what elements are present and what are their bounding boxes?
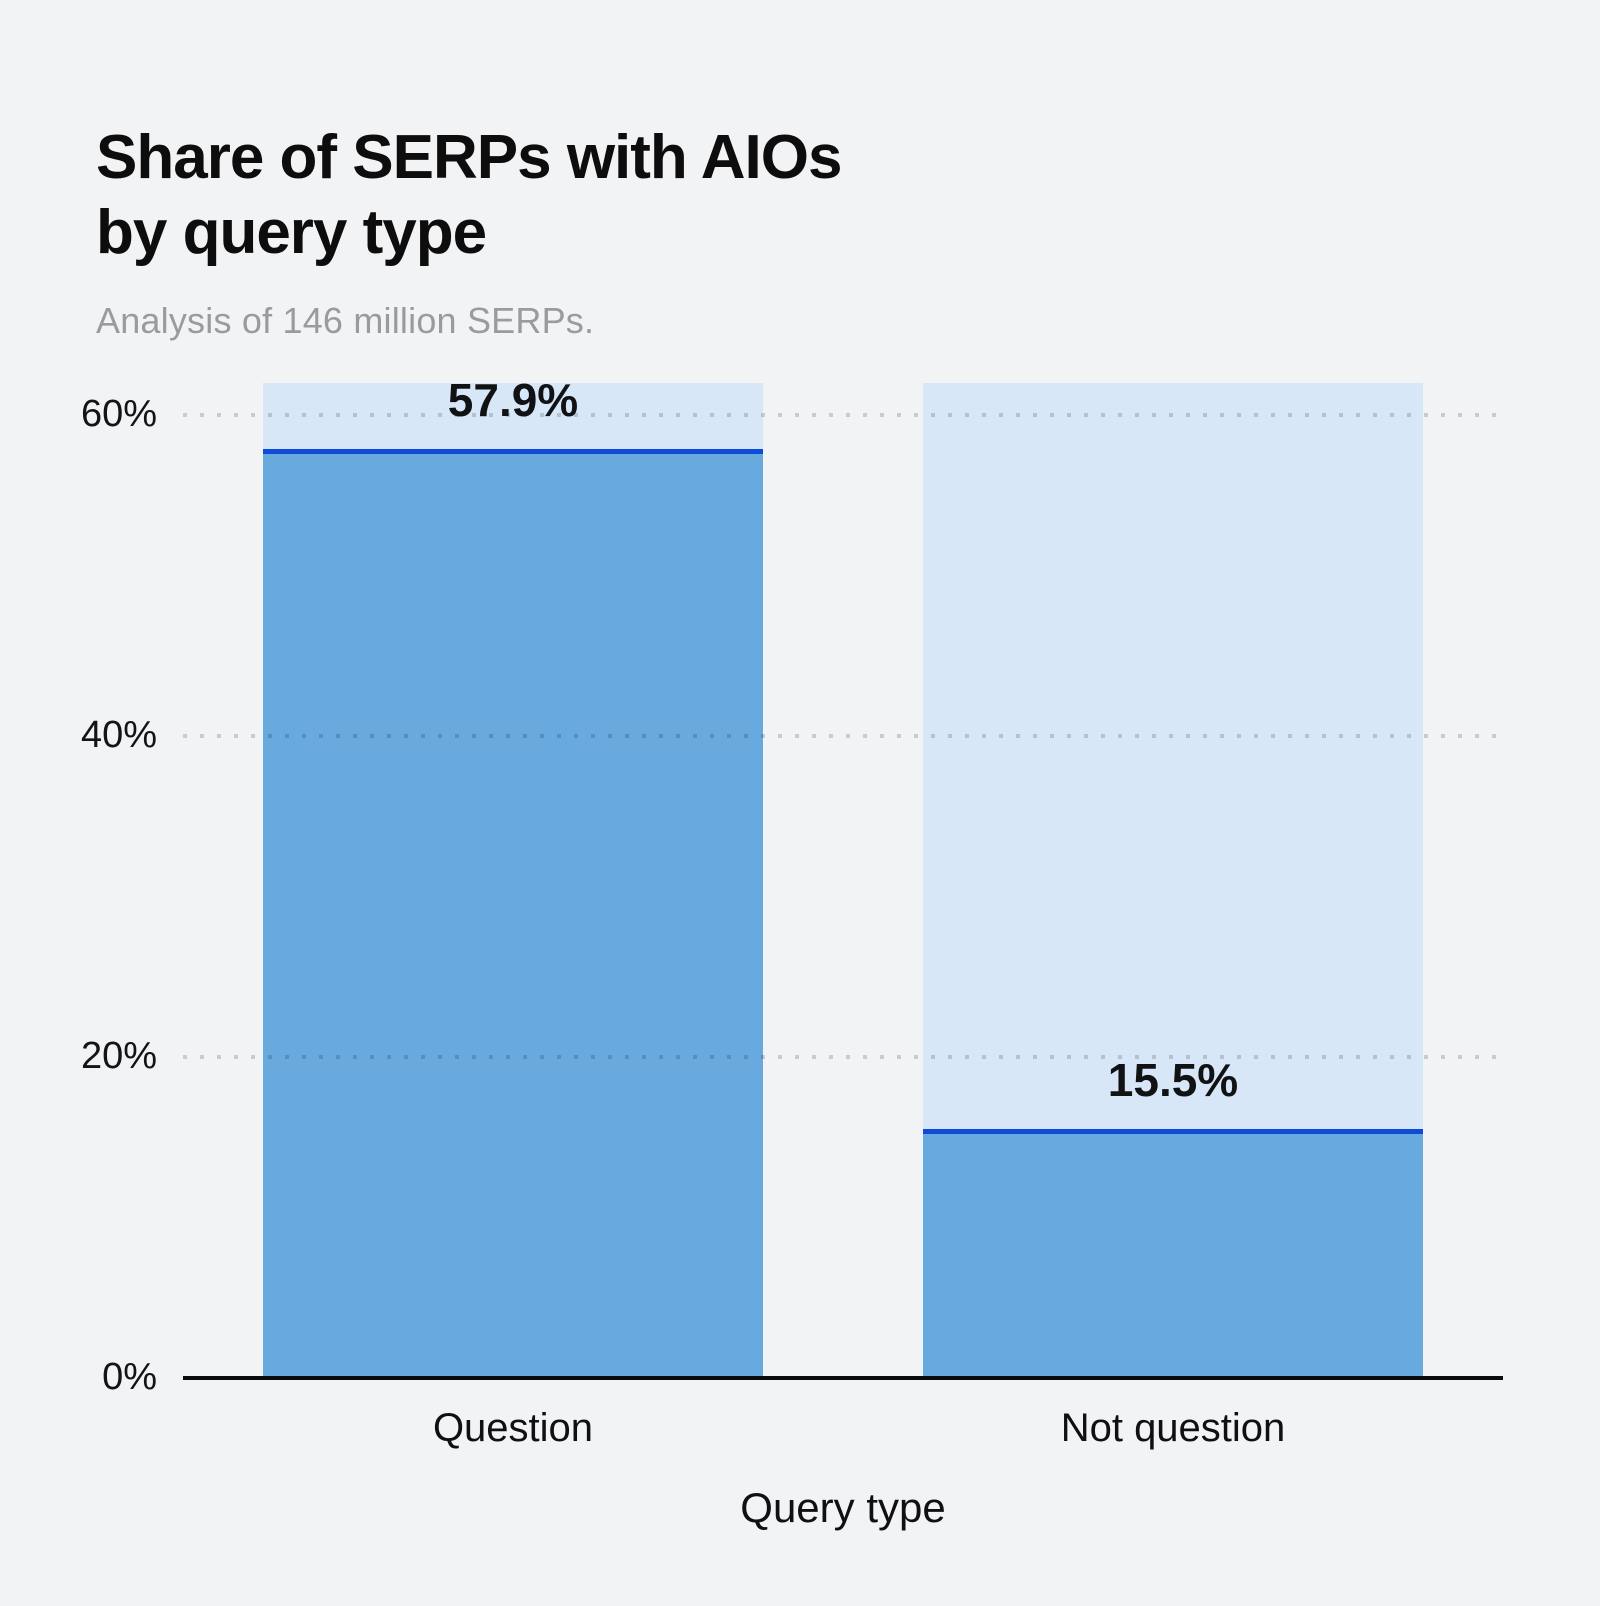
x-axis-line xyxy=(183,1376,1503,1380)
y-tick-label-40pct: 40% xyxy=(80,713,157,756)
value-label-question: 57.9% xyxy=(447,373,579,426)
gridline-20pct xyxy=(183,1055,1503,1060)
bar-group-question: 57.9% xyxy=(263,374,763,1378)
y-tick-label-20pct: 20% xyxy=(80,1034,157,1077)
x-tick-label-not-question: Not question xyxy=(1060,1406,1286,1450)
x-axis-title: Query type xyxy=(740,1484,946,1531)
bar-fill-question xyxy=(263,448,763,1378)
gridline-60pct xyxy=(183,413,1503,418)
value-label-not-question: 15.5% xyxy=(1107,1054,1239,1107)
y-tick-label-60pct: 60% xyxy=(80,393,157,436)
y-tick-label-0pct: 0% xyxy=(102,1355,157,1398)
x-tick-label-question: Question xyxy=(432,1406,594,1450)
gridline-40pct xyxy=(183,734,1503,739)
plot-area: 0% 20% 40% 60% 57.9% 15.5% Question Not … xyxy=(81,374,1503,1531)
bar-group-not-question: 15.5% xyxy=(923,383,1423,1378)
bar-fill-not-question xyxy=(923,1129,1423,1378)
chart-subtitle: Analysis of 146 million SERPs. xyxy=(96,300,595,341)
chart-title: Share of SERPs with AIOs by query type xyxy=(96,122,842,268)
